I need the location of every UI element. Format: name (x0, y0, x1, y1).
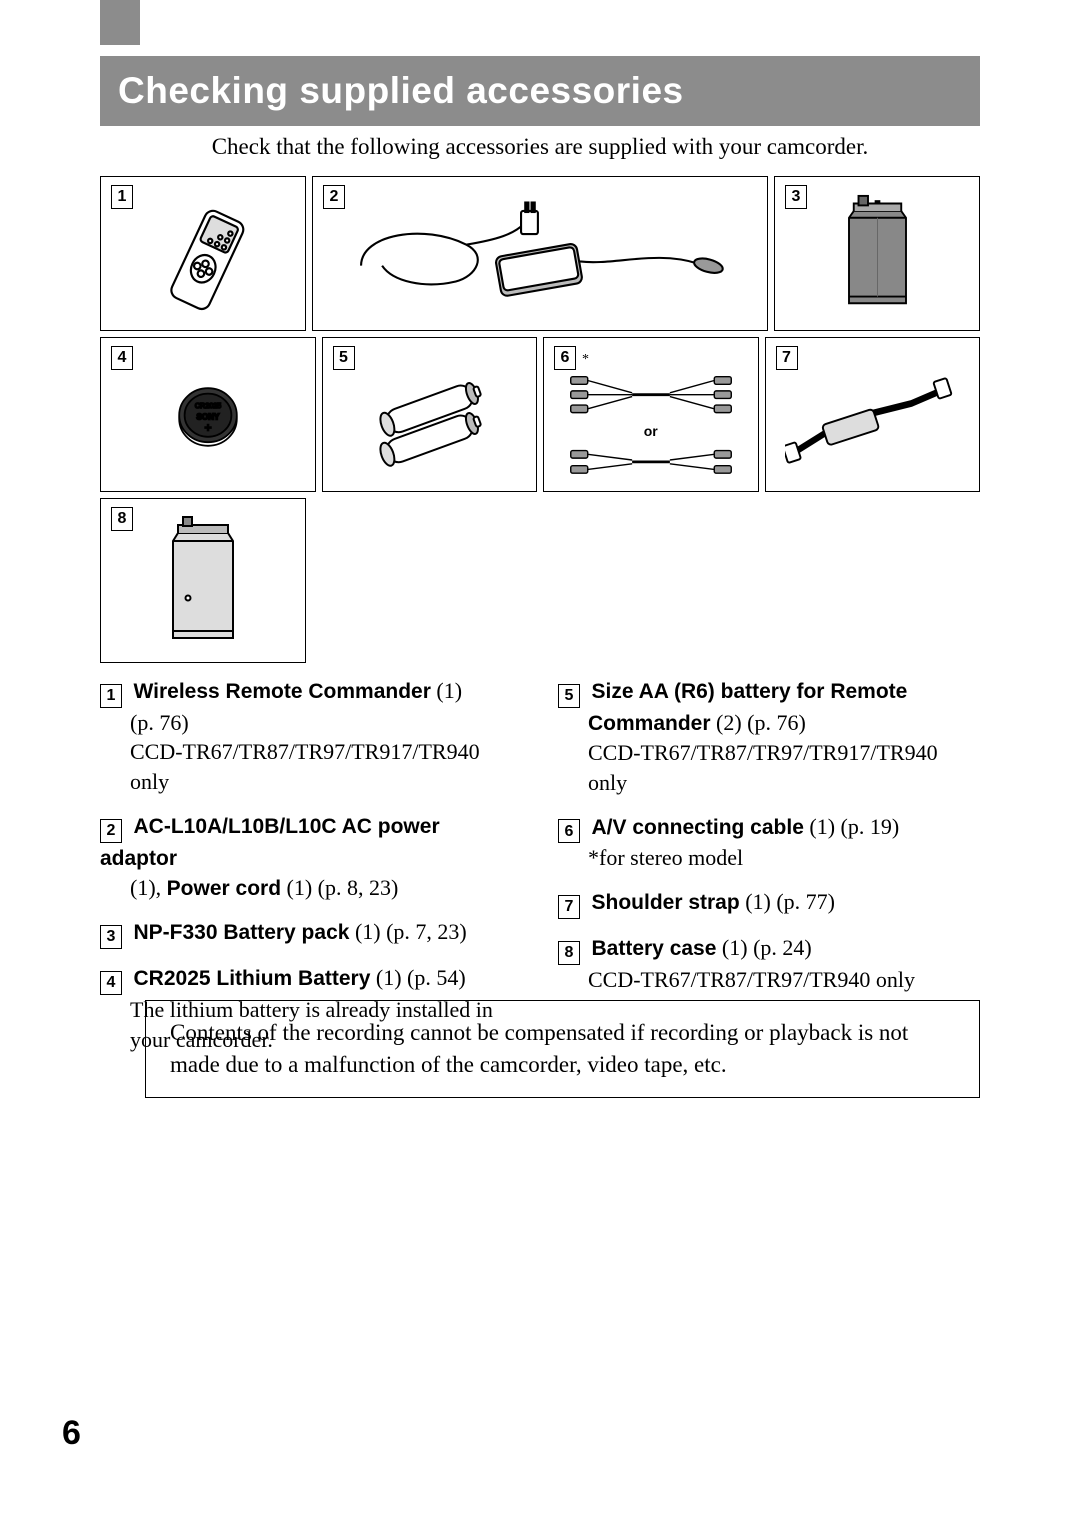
item-3-rest: (1) (p. 7, 23) (349, 919, 466, 944)
accessory-grid: 1 2 3 (100, 176, 980, 669)
svg-text:CR2025: CR2025 (195, 401, 221, 410)
cell-num-4: 4 (111, 346, 133, 370)
item-5-line2: Commander (2) (p. 76) (588, 708, 980, 738)
cell-num-2: 2 (323, 185, 345, 209)
corner-tab (100, 0, 140, 45)
cell-num-7: 7 (776, 346, 798, 370)
cell-num-5: 5 (333, 346, 355, 370)
cell-5: 5 (322, 337, 538, 492)
item-8-bold: Battery case (592, 937, 717, 960)
disclaimer-box: Contents of the recording cannot be comp… (145, 1000, 980, 1098)
grid-row-1: 1 2 3 (100, 176, 980, 331)
item-2-rest: (1), Power cord (1) (p. 8, 23) (130, 873, 522, 903)
intro-text: Check that the following accessories are… (100, 134, 980, 160)
item-num-4: 4 (100, 971, 122, 995)
item-8: 8 Battery case (1) (p. 24) CCD-TR67/TR87… (558, 933, 980, 994)
item-num-7: 7 (558, 895, 580, 919)
item-7: 7 Shoulder strap (1) (p. 77) (558, 887, 980, 919)
item-8-rest: (1) (p. 24) (716, 935, 811, 960)
section-header: Checking supplied accessories (100, 56, 980, 126)
item-num-2: 2 (100, 819, 122, 843)
item-3-bold: NP-F330 Battery pack (134, 921, 350, 944)
item-2-bold: AC-L10A/L10B/L10C AC power adaptor (100, 815, 440, 870)
item-5-sub: CCD-TR67/TR87/TR97/TR917/TR940 only (588, 738, 980, 797)
item-4-rest: (1) (p. 54) (370, 965, 465, 990)
item-2: 2 AC-L10A/L10B/L10C AC power adaptor (1)… (100, 811, 522, 903)
lithium-battery-icon: CR2025 SONY+ (101, 338, 315, 491)
item-4-bold: CR2025 Lithium Battery (134, 967, 371, 990)
item-1-bold: Wireless Remote Commander (134, 680, 431, 703)
item-1: 1 Wireless Remote Commander (1) (p. 76) … (100, 676, 522, 797)
asterisk: * (582, 352, 589, 368)
cell-6: 6 * or (543, 337, 759, 492)
item-num-3: 3 (100, 925, 122, 949)
item-3: 3 NP-F330 Battery pack (1) (p. 7, 23) (100, 917, 522, 949)
av-cable-icon: * or (544, 338, 758, 491)
disclaimer-text: Contents of the recording cannot be comp… (170, 1020, 908, 1077)
cell-3: 3 (774, 176, 980, 331)
page-title: Checking supplied accessories (118, 70, 962, 112)
item-6-bold: A/V connecting cable (592, 816, 804, 839)
item-1-sub2: CCD-TR67/TR87/TR97/TR917/TR940 only (130, 737, 522, 796)
svg-text:+: + (204, 421, 211, 434)
item-6: 6 A/V connecting cable (1) (p. 19) *for … (558, 812, 980, 873)
cell-2: 2 (312, 176, 768, 331)
item-6-rest: (1) (p. 19) (804, 814, 899, 839)
page-number: 6 (62, 1414, 81, 1453)
cell-num-8: 8 (111, 507, 133, 531)
item-num-8: 8 (558, 941, 580, 965)
ac-adaptor-icon (313, 177, 767, 330)
aa-batteries-icon (323, 338, 537, 491)
svg-text:SONY: SONY (196, 412, 220, 421)
or-label: or (644, 423, 658, 439)
item-8-sub: CCD-TR67/TR87/TR97/TR940 only (588, 965, 980, 995)
cell-4: 4 CR2025 SONY+ (100, 337, 316, 492)
cell-num-1: 1 (111, 185, 133, 209)
item-num-6: 6 (558, 819, 580, 843)
item-7-rest: (1) (p. 77) (740, 889, 835, 914)
cell-7: 7 (765, 337, 981, 492)
item-num-5: 5 (558, 684, 580, 708)
cell-8: 8 (100, 498, 306, 663)
cell-num-6: 6 (554, 346, 576, 370)
grid-row-3: 8 (100, 498, 980, 663)
cell-num-3: 3 (785, 185, 807, 209)
item-6-sub: *for stereo model (588, 843, 980, 873)
grid-row-2: 4 CR2025 SONY+ 5 6 * or 7 (100, 337, 980, 492)
shoulder-strap-icon (766, 338, 980, 491)
item-1-sub1: (p. 76) (130, 708, 522, 738)
item-7-bold: Shoulder strap (592, 891, 740, 914)
cell-1: 1 (100, 176, 306, 331)
item-1-qty: (1) (431, 678, 462, 703)
item-num-1: 1 (100, 684, 122, 708)
item-5: 5 Size AA (R6) battery for Remote Comman… (558, 676, 980, 798)
item-5-bold-a: Size AA (R6) battery for Remote (592, 680, 908, 703)
